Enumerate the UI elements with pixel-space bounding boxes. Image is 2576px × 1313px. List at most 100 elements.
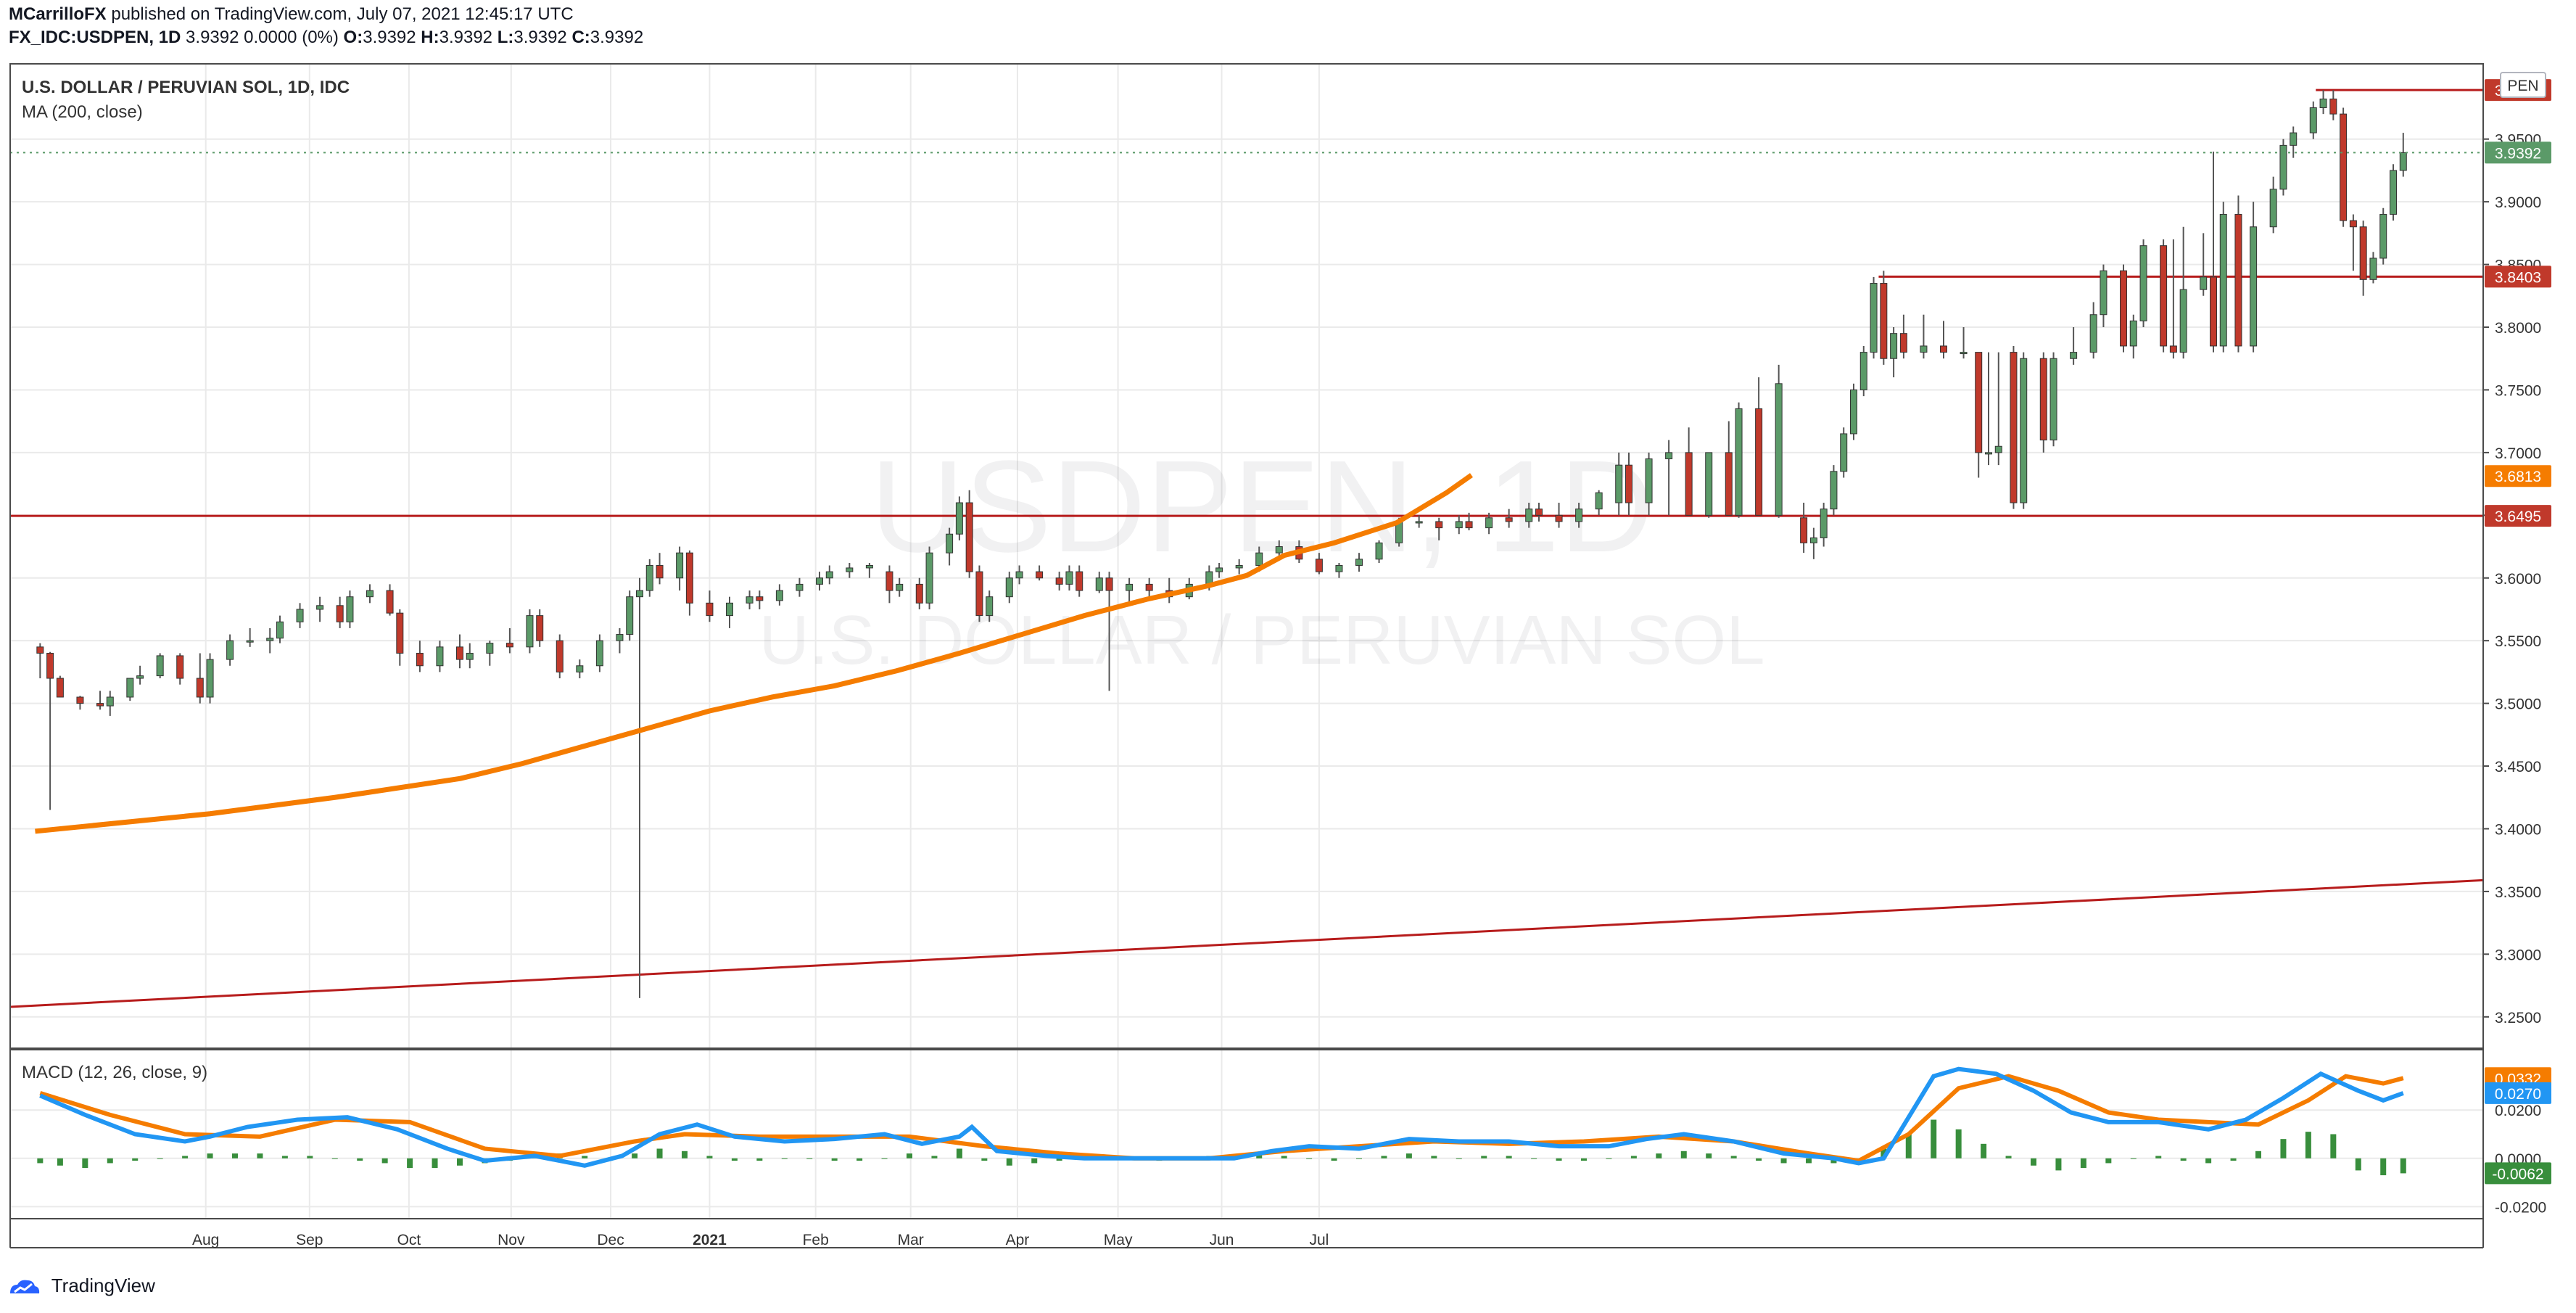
histogram-bar (2031, 1158, 2036, 1166)
price-tick-label: 3.3500 (2495, 884, 2541, 901)
histogram-bar (232, 1153, 238, 1158)
candle-body (2200, 276, 2208, 290)
price-tick-label: 3.9000 (2495, 194, 2541, 211)
candle-body (1235, 564, 1243, 569)
histogram-bar (1556, 1158, 1562, 1161)
histogram-bar (132, 1158, 139, 1161)
candle-body (616, 634, 624, 641)
candle-body (2089, 314, 2097, 353)
candle-body (1755, 408, 1763, 516)
candle-body (396, 612, 404, 654)
candle-body (526, 615, 534, 648)
candle-body (1820, 509, 1828, 538)
histogram-bar (2005, 1156, 2012, 1158)
candle-body (1840, 433, 1848, 472)
ma200-line (35, 473, 1474, 834)
candle-body (1105, 577, 1113, 591)
candle-body (816, 577, 823, 585)
candle-body (266, 638, 274, 641)
candle-body (1850, 389, 1857, 435)
histogram-bar (907, 1153, 912, 1158)
publisher-name[interactable]: MCarrilloFX (9, 4, 107, 24)
candle-body (1994, 445, 2002, 453)
price-tag-label: 3.6813 (2495, 469, 2541, 485)
macd-pane-frame (9, 1049, 2484, 1219)
candle-body (76, 696, 84, 704)
histogram-bar (1881, 1148, 1887, 1158)
histogram-bar (2330, 1134, 2337, 1158)
price-tick-label: 3.5000 (2495, 696, 2541, 713)
histogram-bar (1356, 1158, 1362, 1159)
candle-body (2179, 289, 2187, 353)
price-tag-label: 3.8403 (2495, 269, 2541, 286)
candle-body (1985, 452, 1992, 455)
histogram-bar (1706, 1153, 1712, 1158)
histogram-bar (107, 1158, 113, 1164)
candle-body (1725, 452, 1733, 516)
candle-body (1960, 352, 1968, 355)
candle-body (796, 583, 804, 591)
candle-body (1005, 577, 1013, 598)
candle-body (865, 564, 873, 569)
candle-body (946, 533, 954, 553)
candle-body (1015, 571, 1023, 579)
histogram-bar (407, 1158, 413, 1169)
candle-body (536, 615, 544, 641)
histogram-bar (1981, 1143, 1987, 1158)
candle-body (1859, 352, 1867, 390)
candle-body (1595, 492, 1603, 510)
candle-body (975, 571, 983, 617)
histogram-bar (1506, 1156, 1512, 1158)
candle-body (1890, 333, 1898, 359)
ma-indicator-label[interactable]: MA (200, close) (22, 102, 143, 122)
histogram-bar (82, 1158, 88, 1169)
histogram-bar (57, 1158, 63, 1166)
candle-body (1525, 509, 1533, 522)
histogram-bar (2130, 1158, 2137, 1159)
time-tick-label: 2021 (693, 1232, 727, 1248)
time-tick-label: Nov (498, 1232, 525, 1248)
candle-body (2234, 213, 2242, 347)
candle-body (2250, 226, 2258, 347)
open-value: 3.9392 (363, 28, 416, 47)
histogram-bar (1006, 1158, 1012, 1166)
candle-body (36, 646, 44, 654)
macd-indicator-label[interactable]: MACD (12, 26, close, 9) (22, 1063, 207, 1082)
price-tick-label: 3.8000 (2495, 320, 2541, 337)
low-value: 3.9392 (513, 28, 567, 47)
candle-body (706, 602, 714, 617)
histogram-bar (756, 1158, 763, 1161)
horizontal-levels[interactable] (10, 89, 2483, 517)
candle-body (346, 596, 354, 622)
candle-body (1065, 571, 1073, 585)
macd-line (39, 1066, 2404, 1168)
trendline[interactable] (9, 878, 2484, 1008)
histogram-bar (2155, 1156, 2162, 1158)
histogram-bar (1581, 1158, 1587, 1161)
candle-body (1415, 521, 1423, 524)
candle-body (2010, 352, 2018, 503)
time-axis[interactable]: Aug Sep Oct Nov Dec 2021 Feb Mar Apr May Jun Jul (192, 1232, 1329, 1248)
tradingview-footer[interactable]: TradingView (9, 1275, 155, 1297)
candle-body (2329, 98, 2337, 115)
time-tick-label: Dec (597, 1232, 624, 1248)
price-tick-label: 3.2500 (2495, 1010, 2541, 1026)
candle-body (955, 502, 963, 535)
candle-body (2169, 345, 2177, 353)
price-axis[interactable]: 3.95003.90003.85003.80003.75003.70003.65… (2483, 132, 2546, 1217)
candle-body (226, 640, 234, 660)
histogram-bar (1031, 1158, 1038, 1164)
candle-body (2120, 270, 2127, 347)
histogram-bar (731, 1158, 738, 1161)
candle-body (1126, 583, 1134, 591)
histogram-bar (1780, 1158, 1787, 1164)
candle-body (746, 596, 754, 604)
candle-body (1880, 283, 1888, 359)
candle-body (1615, 464, 1623, 503)
currency-button[interactable]: PEN (2500, 72, 2546, 98)
time-tick-label: Oct (397, 1232, 421, 1248)
candle-body (556, 640, 564, 672)
price-tick-label: 3.5500 (2495, 633, 2541, 650)
low-label: L: (497, 28, 514, 47)
